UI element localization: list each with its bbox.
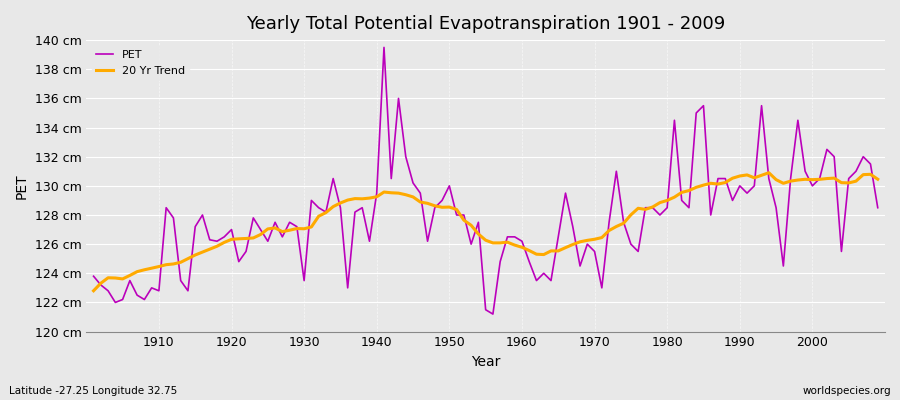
Title: Yearly Total Potential Evapotranspiration 1901 - 2009: Yearly Total Potential Evapotranspiratio… (246, 15, 725, 33)
20 Yr Trend (517, 245, 527, 250)
PET (531, 278, 542, 283)
Text: Latitude -27.25 Longitude 32.75: Latitude -27.25 Longitude 32.75 (9, 386, 177, 396)
Y-axis label: PET: PET (15, 173, 29, 199)
PET (872, 205, 883, 210)
Legend: PET, 20 Yr Trend: PET, 20 Yr Trend (92, 46, 189, 80)
20 Yr Trend (88, 288, 99, 293)
PET (618, 220, 629, 225)
PET (349, 210, 360, 214)
X-axis label: Year: Year (471, 355, 500, 369)
20 Yr Trend (509, 243, 520, 248)
PET (88, 274, 99, 279)
20 Yr Trend (306, 224, 317, 229)
Text: worldspecies.org: worldspecies.org (803, 386, 891, 396)
PET (524, 259, 535, 264)
Line: PET: PET (94, 47, 878, 314)
PET (379, 45, 390, 50)
20 Yr Trend (146, 266, 157, 270)
20 Yr Trend (604, 228, 615, 233)
PET (146, 286, 157, 290)
PET (306, 198, 317, 203)
20 Yr Trend (763, 170, 774, 175)
Line: 20 Yr Trend: 20 Yr Trend (94, 173, 878, 291)
PET (488, 312, 499, 316)
20 Yr Trend (872, 177, 883, 182)
20 Yr Trend (349, 196, 360, 201)
